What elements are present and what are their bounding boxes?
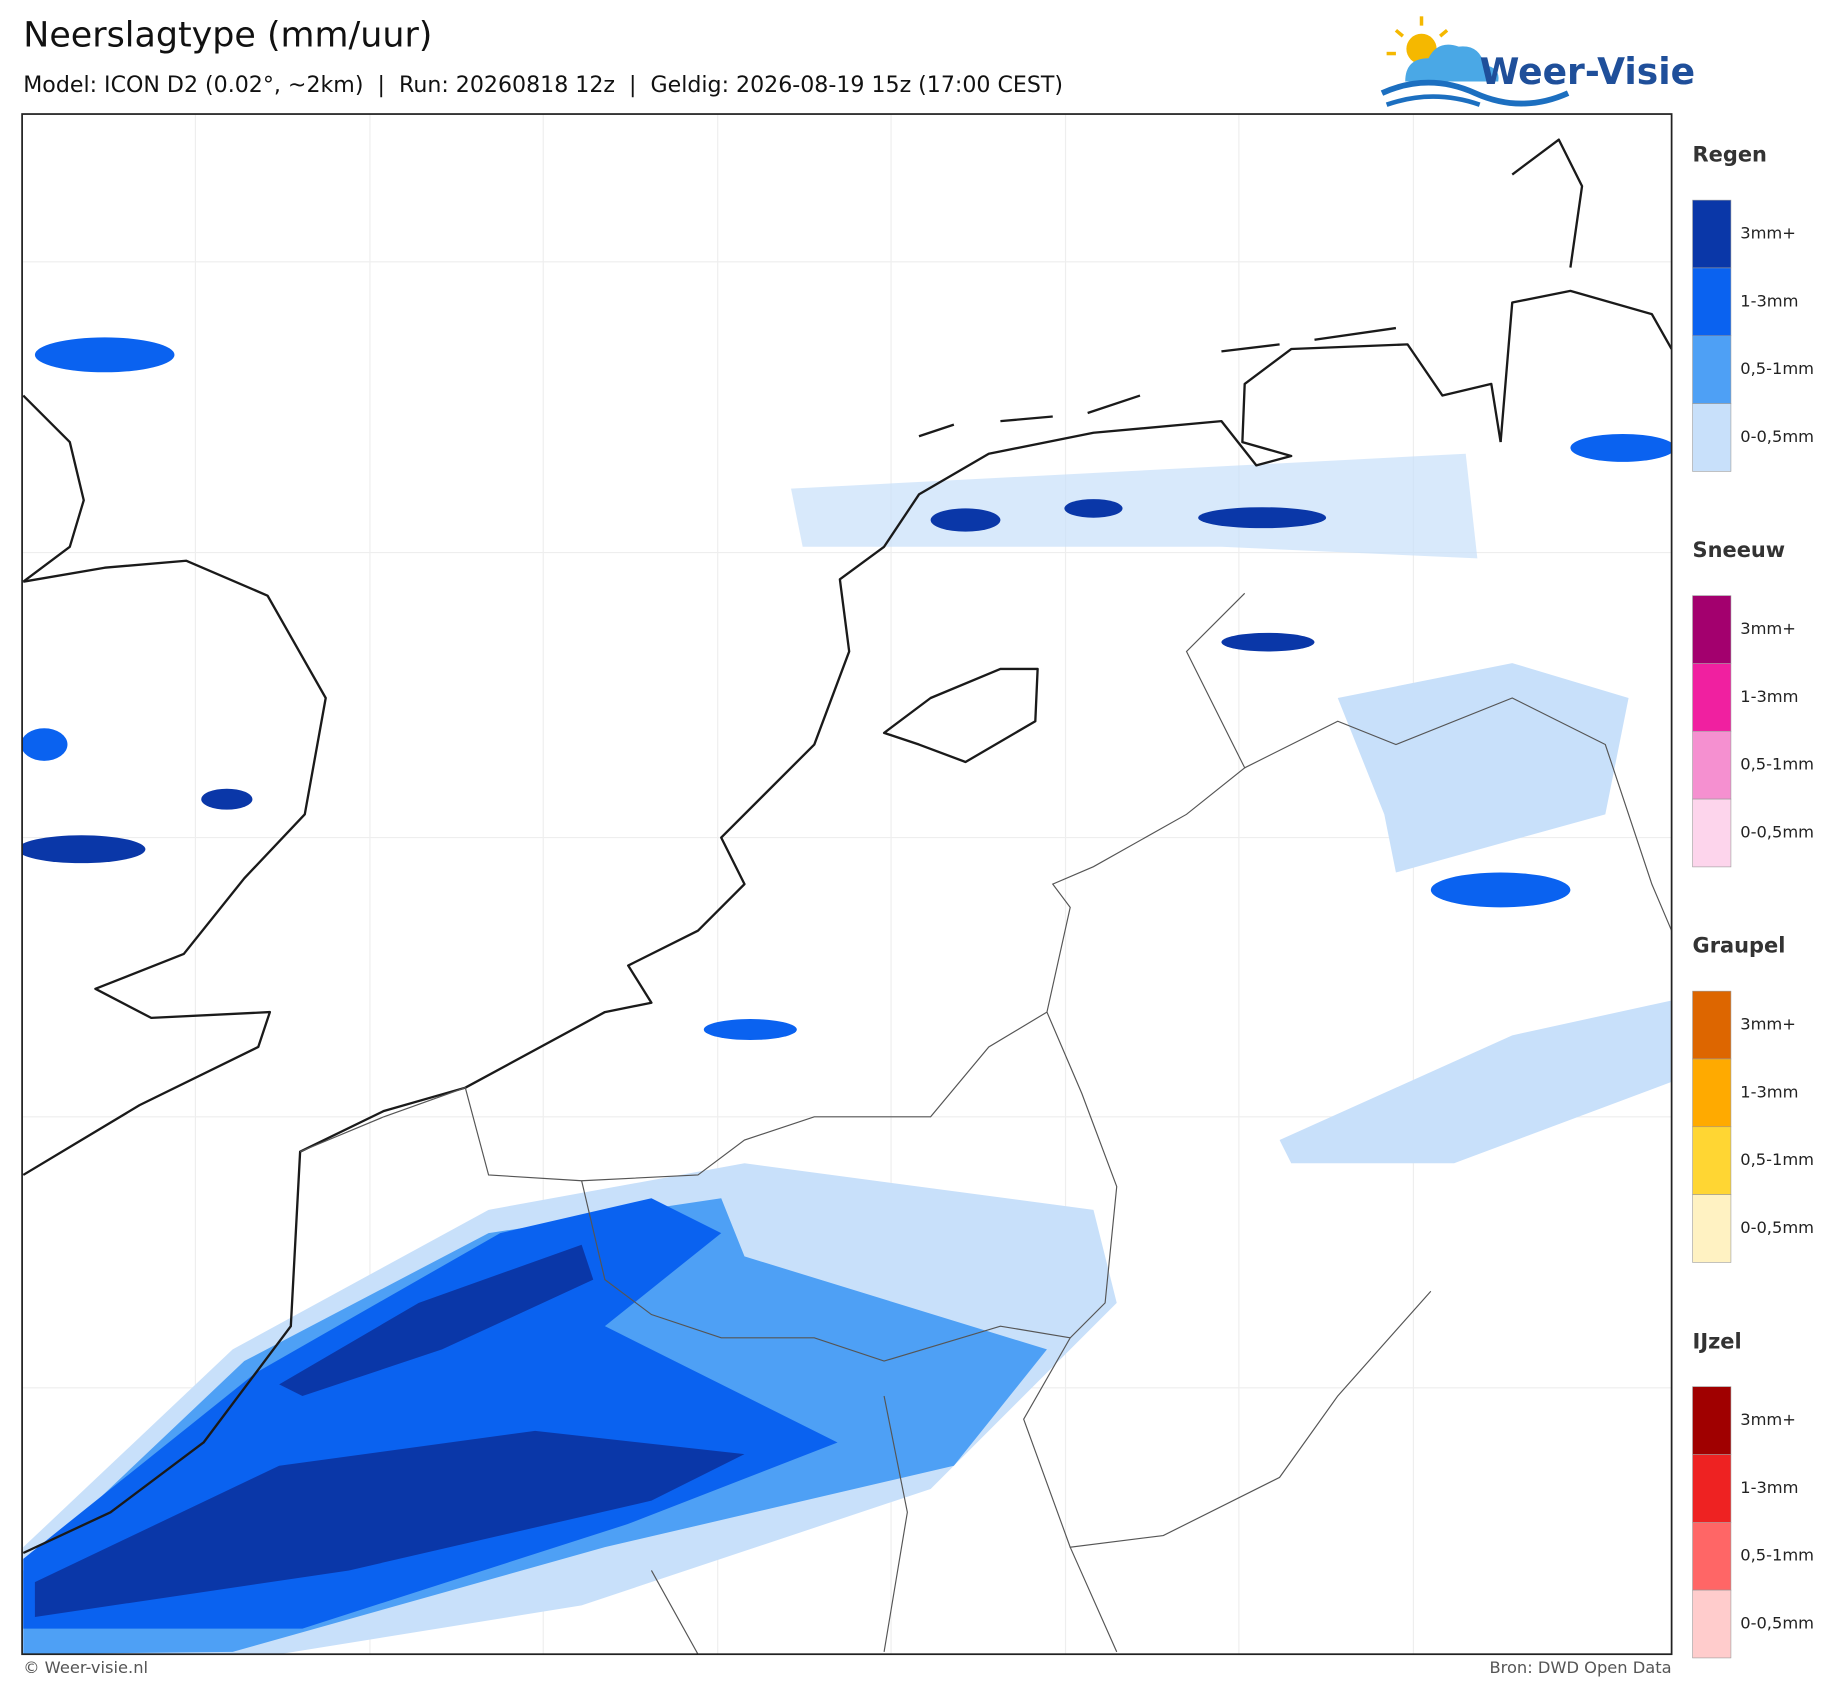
legend-title: Regen [1693, 143, 1767, 167]
legend-title: IJzel [1693, 1329, 1742, 1353]
legend-swatch [1692, 1521, 1732, 1591]
footer-left: © Weer-visie.nl [23, 1658, 148, 1677]
legend-swatch [1692, 1589, 1732, 1659]
legend-swatch [1692, 403, 1732, 472]
legend-label: 0-0,5mm [1740, 822, 1814, 841]
legend-swatch [1692, 267, 1732, 337]
legend-swatch [1692, 335, 1732, 404]
legend-swatch [1692, 663, 1732, 732]
legend-label: 1-3mm [1740, 1478, 1798, 1497]
legend-label: 1-3mm [1740, 291, 1798, 310]
legend-label: 0,5-1mm [1740, 1546, 1814, 1565]
legend-swatch [1692, 990, 1732, 1060]
legend-label: 3mm+ [1740, 1015, 1796, 1034]
legend: Regen 3mm+ 1-3mm 0,5-1mm 0-0,5mm Sneeuw 3mm+ 1-… [1692, 143, 1814, 1659]
legend-label: 0,5-1mm [1740, 1150, 1814, 1169]
logo: Weer-Visie [1380, 16, 1695, 107]
legend-swatch [1692, 1126, 1732, 1195]
legend-swatch [1692, 1454, 1732, 1523]
legend-swatch [1692, 1194, 1732, 1263]
legend-label: 3mm+ [1740, 1410, 1796, 1429]
legend-label: 0,5-1mm [1740, 755, 1814, 774]
legend-swatch [1692, 798, 1732, 868]
map [21, 113, 1673, 1656]
legend-swatch [1692, 730, 1732, 800]
legend-label: 0-0,5mm [1740, 427, 1814, 446]
legend-swatch [1692, 1386, 1732, 1455]
legend-title: Graupel [1693, 934, 1786, 958]
legend-label: 1-3mm [1740, 1082, 1798, 1101]
legend-swatch [1692, 1058, 1732, 1128]
subtitle: Model: ICON D2 (0.02°, ~2km) | Run: 2026… [23, 72, 1063, 98]
footer-right: Bron: DWD Open Data [1489, 1658, 1671, 1677]
legend-swatch [1692, 595, 1732, 664]
legend-label: 1-3mm [1740, 687, 1798, 706]
legend-label: 0,5-1mm [1740, 359, 1814, 378]
legend-label: 3mm+ [1740, 224, 1796, 243]
logo-text: Weer-Visie [1480, 51, 1695, 93]
legend-swatch [1692, 199, 1732, 269]
legend-label: 0-0,5mm [1740, 1613, 1814, 1632]
legend-title: Sneeuw [1693, 538, 1786, 562]
legend-label: 0-0,5mm [1740, 1218, 1814, 1237]
title: Neerslagtype (mm/uur) [23, 16, 432, 56]
legend-label: 3mm+ [1740, 619, 1796, 638]
